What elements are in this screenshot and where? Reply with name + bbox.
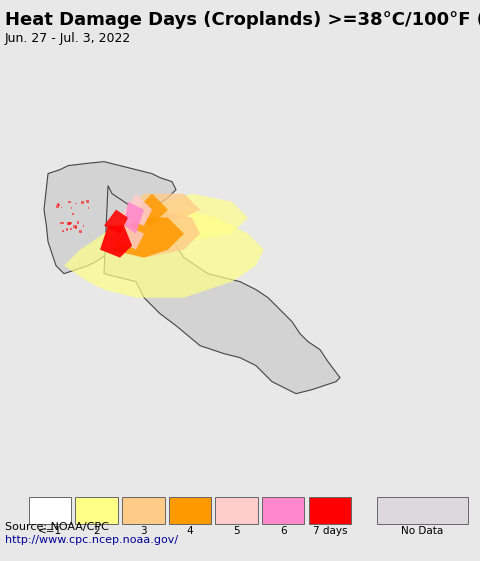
Polygon shape xyxy=(70,228,72,230)
Polygon shape xyxy=(44,162,176,274)
FancyBboxPatch shape xyxy=(75,497,118,524)
Polygon shape xyxy=(62,231,64,232)
Polygon shape xyxy=(72,213,74,215)
Polygon shape xyxy=(62,222,64,224)
Text: 5: 5 xyxy=(233,526,240,536)
FancyBboxPatch shape xyxy=(262,497,304,524)
Text: <=1: <=1 xyxy=(38,526,62,536)
Polygon shape xyxy=(75,203,76,204)
Polygon shape xyxy=(60,206,62,208)
Polygon shape xyxy=(83,226,84,227)
Polygon shape xyxy=(73,224,77,228)
Polygon shape xyxy=(120,226,144,250)
Polygon shape xyxy=(66,228,68,231)
Polygon shape xyxy=(75,227,77,228)
Text: Source: NOAA/CPC: Source: NOAA/CPC xyxy=(5,522,108,532)
Text: http://www.cpc.ncep.noaa.gov/: http://www.cpc.ncep.noaa.gov/ xyxy=(5,535,178,545)
Polygon shape xyxy=(75,227,77,229)
FancyBboxPatch shape xyxy=(122,497,165,524)
Polygon shape xyxy=(120,194,152,226)
Text: 6: 6 xyxy=(280,526,287,536)
Text: Jun. 27 - Jul. 3, 2022: Jun. 27 - Jul. 3, 2022 xyxy=(5,32,131,45)
Text: No Data: No Data xyxy=(401,526,444,536)
FancyBboxPatch shape xyxy=(216,497,258,524)
Polygon shape xyxy=(71,207,72,209)
Text: Heat Damage Days (Croplands) >=38°C/100°F (CPC): Heat Damage Days (Croplands) >=38°C/100°… xyxy=(5,11,480,29)
Polygon shape xyxy=(104,210,200,257)
Polygon shape xyxy=(120,194,200,226)
FancyBboxPatch shape xyxy=(29,497,72,524)
Polygon shape xyxy=(87,208,89,209)
Polygon shape xyxy=(68,201,71,203)
Text: 2: 2 xyxy=(94,526,100,536)
Polygon shape xyxy=(104,194,248,242)
Polygon shape xyxy=(128,194,168,226)
FancyBboxPatch shape xyxy=(309,497,351,524)
Text: 4: 4 xyxy=(187,526,193,536)
Polygon shape xyxy=(77,222,80,224)
Polygon shape xyxy=(57,203,59,205)
Polygon shape xyxy=(69,222,72,225)
Polygon shape xyxy=(124,201,144,233)
FancyBboxPatch shape xyxy=(168,497,211,524)
Text: 7 days: 7 days xyxy=(312,526,347,536)
Text: 3: 3 xyxy=(140,526,146,536)
Polygon shape xyxy=(70,222,72,224)
Polygon shape xyxy=(104,186,340,394)
Polygon shape xyxy=(67,222,70,224)
Polygon shape xyxy=(100,226,132,257)
Polygon shape xyxy=(112,218,184,257)
Polygon shape xyxy=(86,200,89,203)
Polygon shape xyxy=(60,222,62,224)
Polygon shape xyxy=(56,205,59,208)
Polygon shape xyxy=(104,210,128,233)
Polygon shape xyxy=(64,210,264,298)
FancyBboxPatch shape xyxy=(377,497,468,524)
Polygon shape xyxy=(81,201,84,204)
Polygon shape xyxy=(58,204,60,206)
Polygon shape xyxy=(79,230,82,233)
